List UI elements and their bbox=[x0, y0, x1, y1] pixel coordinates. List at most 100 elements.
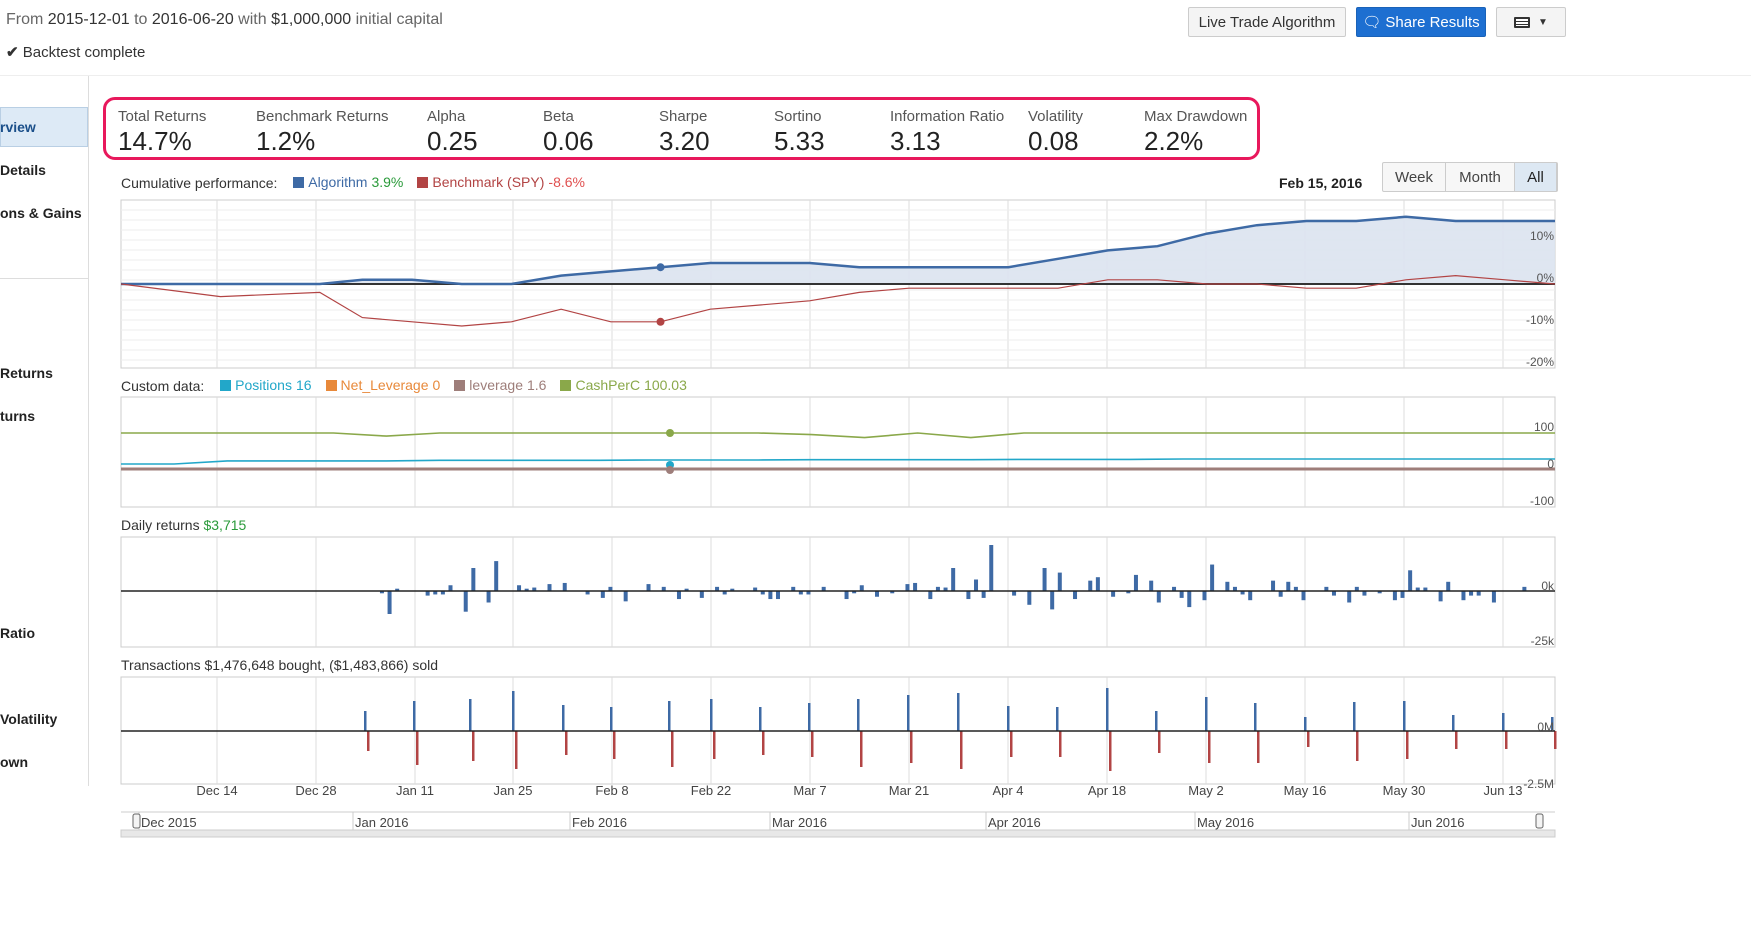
sell-bar bbox=[367, 731, 370, 751]
sell-bar bbox=[1109, 731, 1112, 771]
daily-return-bar bbox=[974, 579, 979, 591]
metric-value: 0.25 bbox=[427, 126, 478, 156]
navigator-month-label: Mar 2016 bbox=[772, 815, 827, 830]
share-results-button[interactable]: 🗨 Share Results bbox=[1356, 7, 1486, 37]
sell-bar bbox=[910, 731, 913, 763]
legend-swatch bbox=[454, 379, 466, 391]
daily-return-bar bbox=[585, 591, 590, 595]
algorithm-area bbox=[121, 216, 1555, 284]
legend-item[interactable]: Algorithm 3.9% bbox=[293, 174, 403, 190]
daily-return-bar bbox=[1377, 591, 1382, 594]
legend-value: 1.6 bbox=[527, 377, 547, 393]
hover-date: Feb 15, 2016 bbox=[1279, 175, 1363, 191]
legend-item[interactable]: leverage 1.6 bbox=[454, 377, 546, 393]
y-tick-label: 0 bbox=[1547, 457, 1554, 471]
x-tick-label: Jun 13 bbox=[1483, 783, 1522, 798]
daily-return-bar bbox=[1324, 586, 1329, 591]
metric-label: Benchmark Returns bbox=[256, 108, 389, 125]
daily-return-bar bbox=[1133, 574, 1138, 591]
legend-name: Positions bbox=[235, 377, 292, 393]
daily-return-bar bbox=[1111, 591, 1116, 597]
sidebar-item[interactable]: Ratio bbox=[0, 625, 35, 641]
chart-panel bbox=[120, 536, 1556, 648]
navigator-month-label: Dec 2015 bbox=[141, 815, 197, 830]
daily-return-bar bbox=[1240, 591, 1245, 595]
daily-return-bar bbox=[981, 591, 986, 598]
daily-return-bar bbox=[1012, 591, 1017, 596]
y-tick-label: -10% bbox=[1526, 313, 1554, 327]
daily-return-bar bbox=[1469, 591, 1474, 596]
x-tick-label: May 2 bbox=[1188, 783, 1223, 798]
buy-bar bbox=[1205, 697, 1208, 731]
daily-return-bar bbox=[395, 588, 400, 591]
legend-item[interactable]: Net_Leverage 0 bbox=[325, 377, 440, 393]
daily-return-bar bbox=[608, 586, 613, 591]
buy-bar bbox=[1551, 717, 1554, 731]
daily-return-bar bbox=[547, 584, 552, 591]
algorithm-line bbox=[121, 215, 1555, 286]
x-tick-label: Jan 11 bbox=[396, 783, 434, 798]
range-button-all[interactable]: All bbox=[1515, 163, 1557, 191]
daily-return-bar bbox=[1286, 581, 1291, 591]
daily-return-bar bbox=[486, 591, 491, 603]
navigator-left-handle[interactable] bbox=[132, 813, 141, 829]
legend-item[interactable]: Benchmark (SPY) -8.6% bbox=[417, 174, 585, 190]
buy-bar bbox=[1403, 701, 1406, 731]
daily-return-bar bbox=[1408, 570, 1413, 591]
sidebar-item[interactable]: rview bbox=[0, 119, 36, 135]
daily-return-bar bbox=[844, 591, 849, 600]
daily-return-bar bbox=[753, 587, 758, 591]
checkmark-icon: ✔ bbox=[6, 44, 19, 61]
daily-return-bar bbox=[715, 586, 720, 591]
legend-item[interactable]: Positions 16 bbox=[220, 377, 312, 393]
range-button-month[interactable]: Month bbox=[1446, 163, 1515, 191]
buy-bar bbox=[1353, 702, 1356, 731]
sell-bar bbox=[1554, 731, 1557, 749]
range-button-week[interactable]: Week bbox=[1383, 163, 1446, 191]
daily-return-bar bbox=[684, 588, 689, 591]
daily-return-bar bbox=[1149, 580, 1154, 591]
daily-return-bar bbox=[661, 586, 666, 591]
buy-bar bbox=[512, 691, 515, 731]
sidebar-item-overview-bg[interactable] bbox=[0, 107, 88, 147]
daily-return-bar bbox=[1392, 591, 1397, 601]
x-tick-label: Dec 14 bbox=[196, 783, 237, 798]
daily-return-bar bbox=[623, 591, 628, 602]
menu-dropdown-button[interactable]: ▼ bbox=[1496, 7, 1566, 37]
daily-return-bar bbox=[1354, 586, 1359, 591]
navigator-month-label: May 2016 bbox=[1197, 815, 1254, 830]
daily-return-bar bbox=[517, 585, 522, 591]
metric-label: Volatility bbox=[1028, 108, 1084, 125]
daily-return-bar bbox=[1095, 577, 1100, 591]
range-selector: Week Month All bbox=[1382, 162, 1558, 192]
sidebar-item[interactable]: turns bbox=[0, 408, 35, 424]
legend-name: CashPerC bbox=[575, 377, 641, 393]
buy-bar bbox=[1304, 717, 1307, 731]
x-tick-label: Feb 22 bbox=[691, 783, 731, 798]
caret-down-icon: ▼ bbox=[1538, 16, 1548, 28]
legend-name: Benchmark (SPY) bbox=[432, 174, 545, 190]
legend-name: Algorithm bbox=[308, 174, 368, 190]
daily-return-bar bbox=[646, 584, 651, 591]
sell-bar bbox=[762, 731, 765, 755]
sidebar-item[interactable]: Details bbox=[0, 162, 46, 178]
sidebar-item[interactable]: own bbox=[0, 754, 28, 770]
buy-bar bbox=[1155, 711, 1158, 731]
sidebar-item[interactable]: Returns bbox=[0, 365, 53, 381]
sell-bar bbox=[1158, 731, 1161, 753]
sidebar-item[interactable]: ons & Gains bbox=[0, 205, 82, 221]
sell-bar bbox=[713, 731, 716, 759]
performance-header: Cumulative performance: Algorithm 3.9% Ben… bbox=[121, 174, 599, 191]
sell-bar bbox=[1257, 731, 1260, 763]
sidebar-item[interactable]: Volatility bbox=[0, 711, 58, 727]
metric-label: Sortino bbox=[774, 108, 822, 125]
legend-item[interactable]: CashPerC 100.03 bbox=[560, 377, 687, 393]
chart-panel bbox=[120, 396, 1556, 508]
navigator-right-handle[interactable] bbox=[1535, 813, 1544, 829]
daily-return-bar bbox=[387, 591, 392, 614]
daily-return-bar bbox=[1202, 591, 1207, 601]
live-trade-button[interactable]: Live Trade Algorithm bbox=[1188, 7, 1346, 37]
initial-capital: $1,000,000 bbox=[271, 11, 352, 28]
sell-bar bbox=[1455, 731, 1458, 749]
daily-return-bar bbox=[532, 587, 537, 591]
